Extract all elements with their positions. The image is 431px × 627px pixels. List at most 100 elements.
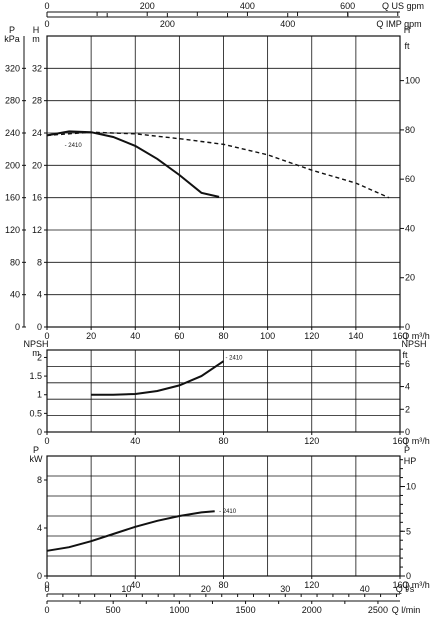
imp-gpm-tick-label: 400 — [280, 19, 295, 29]
y-axis-unit: NPSH — [23, 339, 48, 349]
ft-tick-label: 40 — [405, 223, 415, 233]
kpa-tick-label: 120 — [5, 225, 20, 235]
y-tick-label: 8 — [37, 257, 42, 267]
y-tick-label: 1 — [37, 390, 42, 400]
x-tick-label: 160 — [392, 436, 407, 446]
ls-tick-label: 30 — [280, 584, 290, 594]
x-tick-label: 20 — [86, 331, 96, 341]
ft-axis-subunit: ft — [404, 41, 410, 51]
kpa-tick-label: 0 — [15, 322, 20, 332]
lmin-tick-label: 2500 — [368, 605, 388, 615]
ft-tick-label: 6 — [405, 359, 410, 369]
imp-gpm-axis-label: Q IMP gpm — [376, 19, 421, 29]
x-tick-label: 160 — [392, 331, 407, 341]
kpa-tick-label: 200 — [5, 160, 20, 170]
hp-tick-label: 5 — [406, 526, 411, 536]
x-axis-unit: Q m³/h — [402, 331, 430, 341]
series-label: - 2410 — [226, 355, 244, 361]
x-tick-label: 120 — [304, 331, 319, 341]
y-tick-label: 32 — [32, 63, 42, 73]
series-label: - 2410 — [219, 509, 237, 515]
y-tick-label: 0 — [37, 322, 42, 332]
ls-tick-label: 10 — [121, 584, 131, 594]
x-tick-label: 80 — [218, 436, 228, 446]
series-label: - 2410 — [65, 143, 83, 149]
x-axis-unit: Q m³/h — [402, 436, 430, 446]
ft-axis-subunit: ft — [402, 350, 408, 360]
hp-tick-label: 10 — [406, 482, 416, 492]
y-tick-label: 2 — [37, 352, 42, 362]
ft-axis-unit: H — [404, 25, 411, 35]
ft-tick-label: 60 — [405, 174, 415, 184]
y-tick-label: 0 — [37, 427, 42, 437]
x-tick-label: 0 — [44, 580, 49, 590]
y-tick-label: 1.5 — [29, 371, 42, 381]
y-axis-subunit: m — [32, 34, 40, 44]
kpa-axis-subunit: kPa — [4, 34, 20, 44]
grid-npsh — [47, 350, 400, 432]
x-tick-label: 120 — [304, 580, 319, 590]
us-gpm-axis-label: Q US gpm — [382, 1, 424, 11]
y-tick-label: 0 — [37, 571, 42, 581]
x-tick-label: 160 — [392, 580, 407, 590]
us-gpm-tick-label: 600 — [340, 1, 355, 11]
y-tick-label: 0.5 — [29, 408, 42, 418]
ft-tick-label: 80 — [405, 125, 415, 135]
kpa-tick-label: 320 — [5, 63, 20, 73]
y-tick-label: 28 — [32, 96, 42, 106]
x-tick-label: 120 — [304, 436, 319, 446]
power-curve — [46, 510, 215, 552]
x-tick-label: 140 — [348, 331, 363, 341]
x-tick-label: 0 — [44, 436, 49, 446]
ft-tick-label: 4 — [405, 382, 410, 392]
npsh-curve — [91, 360, 225, 396]
lmin-tick-label: 2000 — [302, 605, 322, 615]
y-tick-label: 4 — [37, 290, 42, 300]
x-tick-label: 0 — [44, 331, 49, 341]
y-axis-unit: H — [33, 25, 40, 35]
head-curve-solid — [46, 130, 220, 198]
us-gpm-tick-label: 0 — [44, 1, 49, 11]
hp-axis-unit: P — [404, 445, 410, 455]
ft-tick-label: 0 — [405, 322, 410, 332]
head-curve-dashed — [46, 131, 390, 199]
y-axis-unit: P — [33, 445, 39, 455]
y-axis-subunit: m — [32, 348, 40, 358]
ls-tick-label: 0 — [44, 584, 49, 594]
imp-gpm-tick-label: 200 — [160, 19, 175, 29]
ft-tick-label: 0 — [405, 427, 410, 437]
ls-axis-label: Q l/s — [396, 584, 415, 594]
lmin-tick-label: 0 — [44, 605, 49, 615]
ft-axis-unit: NPSH — [401, 339, 426, 349]
ft-tick-label: 2 — [405, 404, 410, 414]
lmin-tick-label: 1500 — [236, 605, 256, 615]
x-tick-label: 60 — [174, 331, 184, 341]
lmin-tick-label: 500 — [106, 605, 121, 615]
x-axis-unit: Q m³/h — [402, 580, 430, 590]
lmin-tick-label: 1000 — [169, 605, 189, 615]
kpa-tick-label: 40 — [10, 290, 20, 300]
imp-gpm-tick-label: 0 — [44, 19, 49, 29]
x-tick-label: 100 — [260, 331, 275, 341]
y-tick-label: 12 — [32, 225, 42, 235]
ft-tick-label: 100 — [405, 76, 420, 86]
x-tick-label: 80 — [218, 331, 228, 341]
hp-tick-label: 0 — [406, 571, 411, 581]
x-tick-label: 80 — [218, 580, 228, 590]
y-tick-label: 24 — [32, 128, 42, 138]
hp-axis-subunit: HP — [404, 456, 417, 466]
y-tick-label: 4 — [37, 523, 42, 533]
y-axis-subunit: kW — [30, 454, 44, 464]
us-gpm-tick-label: 400 — [240, 1, 255, 11]
ls-tick-label: 20 — [201, 584, 211, 594]
y-tick-label: 16 — [32, 193, 42, 203]
kpa-axis-unit: P — [9, 25, 15, 35]
us-gpm-tick-label: 200 — [140, 1, 155, 11]
x-tick-label: 40 — [130, 436, 140, 446]
grid-power — [47, 456, 400, 576]
kpa-tick-label: 280 — [5, 96, 20, 106]
